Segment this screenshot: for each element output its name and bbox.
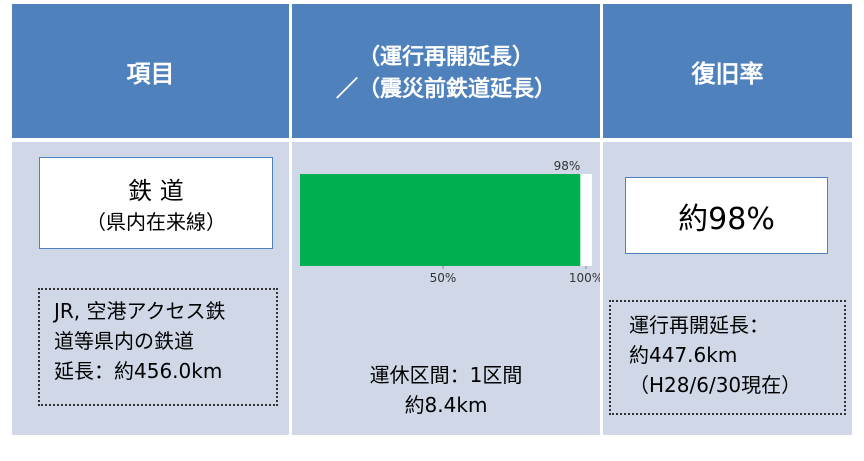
suspended: 運休区間：1区間 約8.4km: [292, 360, 600, 420]
header-text: （運行再開延長）: [357, 45, 534, 70]
note-line: 延長：約456.0km: [54, 359, 223, 383]
x-tick-label: 100%: [569, 271, 600, 285]
note-line: JR, 空港アクセス鉄: [54, 299, 226, 323]
value-label: 98%: [554, 159, 581, 173]
item-box: 鉄 道 （県内在来線）: [39, 157, 273, 249]
note-line: （H28/6/30現在）: [629, 373, 802, 397]
rate-note: 運行再開延長： 約447.6km （H28/6/30現在）: [609, 300, 846, 415]
suspended-text: 運休区間：1区間: [369, 363, 523, 387]
header-cell: 復旧率: [603, 4, 852, 138]
bar: [300, 174, 581, 266]
header-text: 復旧率: [691, 59, 764, 88]
note-line: 道等県内の鉄道: [54, 329, 194, 353]
header-cell: 項目: [12, 4, 289, 138]
item-text: 鉄 道: [128, 177, 184, 205]
header-text: ／（震災前鉄道延長）: [335, 77, 556, 102]
header-cell: （運行再開延長） ／（震災前鉄道延長）: [292, 4, 600, 138]
bar-chart: 98% 50% 100%: [300, 159, 600, 285]
note-line: 約447.6km: [629, 343, 738, 367]
x-tick-label: 50%: [430, 271, 457, 285]
rate-text: 約98%: [678, 201, 775, 237]
item-note: JR, 空港アクセス鉄 道等県内の鉄道延長：約456.0km: [38, 288, 278, 406]
suspended-text: 約8.4km: [404, 393, 488, 417]
header-text: 項目: [126, 59, 175, 88]
item-text: （県内在来線）: [86, 210, 226, 234]
note-line: 運行再開延長：: [629, 313, 769, 337]
rate-box: 約98%: [625, 177, 828, 254]
